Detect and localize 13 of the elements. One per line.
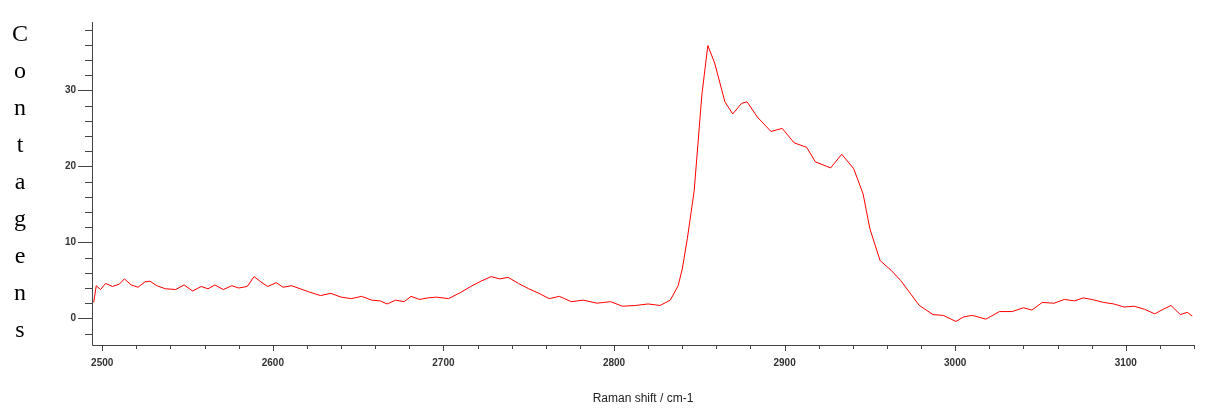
y-tick-label: 30 — [64, 84, 77, 96]
x-tick-label: 2700 — [432, 356, 455, 368]
y-tick-label: 10 — [64, 236, 77, 248]
x-tick-label: 2900 — [773, 356, 797, 368]
y-axis-title: Contagens — [7, 20, 33, 353]
x-tick-label: 2800 — [602, 356, 626, 368]
x-axis-title: Raman shift / cm-1 — [592, 391, 694, 406]
y-tick-label: 20 — [64, 160, 77, 172]
x-tick-label: 3000 — [944, 356, 967, 368]
y-tick-label: 0 — [70, 312, 77, 324]
x-tick-label: 2600 — [261, 356, 285, 368]
x-tick-label: 2500 — [91, 356, 114, 368]
x-tick-label: 3100 — [1114, 356, 1138, 368]
